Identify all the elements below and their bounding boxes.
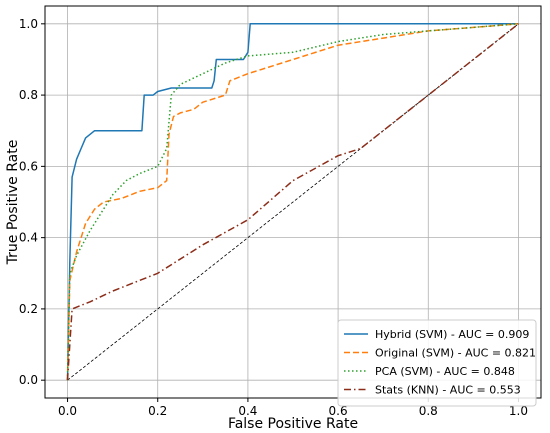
series-line-pca-svm <box>66 23 519 381</box>
y-tick-label: 0.8 <box>19 88 38 102</box>
grid-lines <box>45 6 541 398</box>
series-line-stats-knn <box>66 23 519 381</box>
legend-entry-label: Original (SVM) - AUC = 0.821 <box>375 347 536 360</box>
series-layer <box>66 23 519 381</box>
x-tick-label: 0.4 <box>238 404 257 418</box>
x-tick-label: 1.0 <box>509 404 528 418</box>
series-line-hybrid-svm <box>66 23 519 381</box>
x-axis-label: False Positive Rate <box>228 416 358 432</box>
y-tick-label: 0.0 <box>19 373 38 387</box>
y-tick-label: 1.0 <box>19 17 38 31</box>
legend-entry-label: Hybrid (SVM) - AUC = 0.909 <box>375 328 529 341</box>
x-tick-label: 0.0 <box>58 404 77 418</box>
x-tick-label: 0.2 <box>148 404 167 418</box>
y-axis-label: True Positive Rate <box>5 140 21 266</box>
chance-diagonal-line <box>67 23 519 381</box>
tick-layer: 0.0 0.2 0.4 0.6 0.8 1.0 0.0 0.2 0.4 0.6 0.8 1.0 <box>19 17 528 418</box>
plot-frame <box>44 5 542 399</box>
y-tick-label: 0.6 <box>19 159 38 173</box>
legend: Hybrid (SVM) - AUC = 0.909 Original (SVM)… <box>337 319 537 407</box>
legend-box <box>337 319 537 407</box>
legend-entry-label: PCA (SVM) - AUC = 0.848 <box>375 365 515 378</box>
x-tick-label: 0.8 <box>419 404 438 418</box>
reference-line-layer <box>67 23 519 381</box>
legend-entry-label: Stats (KNN) - AUC = 0.553 <box>375 384 521 397</box>
series-line-original-svm <box>66 23 519 381</box>
x-tick-label: 0.6 <box>329 404 348 418</box>
y-tick-label: 0.2 <box>19 302 38 316</box>
y-tick-label: 0.4 <box>19 231 38 245</box>
